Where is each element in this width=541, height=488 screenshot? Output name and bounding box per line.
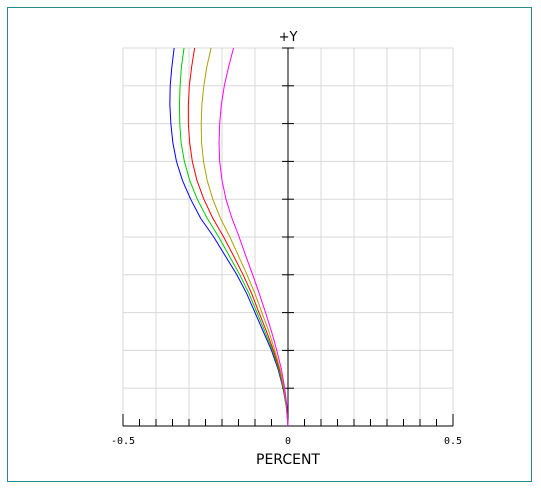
- x-tick-label: 0.5: [444, 436, 462, 447]
- series-line-3: [187, 47, 289, 427]
- curves: [169, 47, 289, 427]
- chart: -0.5 0 0.5 PERCENT +Y: [111, 30, 462, 468]
- axes: [122, 47, 454, 427]
- series-line-2: [178, 47, 289, 427]
- series-line-1: [169, 47, 289, 427]
- x-tick-label: 0: [285, 436, 291, 447]
- y-axis-label: +Y: [279, 30, 298, 45]
- labels: -0.5 0 0.5 PERCENT +Y: [111, 30, 462, 468]
- series-line-5: [218, 47, 289, 427]
- plot-frame: -0.5 0 0.5 PERCENT +Y: [7, 7, 532, 482]
- x-axis-label: PERCENT: [256, 452, 320, 468]
- x-tick-label: -0.5: [111, 436, 135, 447]
- series-line-4: [200, 47, 289, 427]
